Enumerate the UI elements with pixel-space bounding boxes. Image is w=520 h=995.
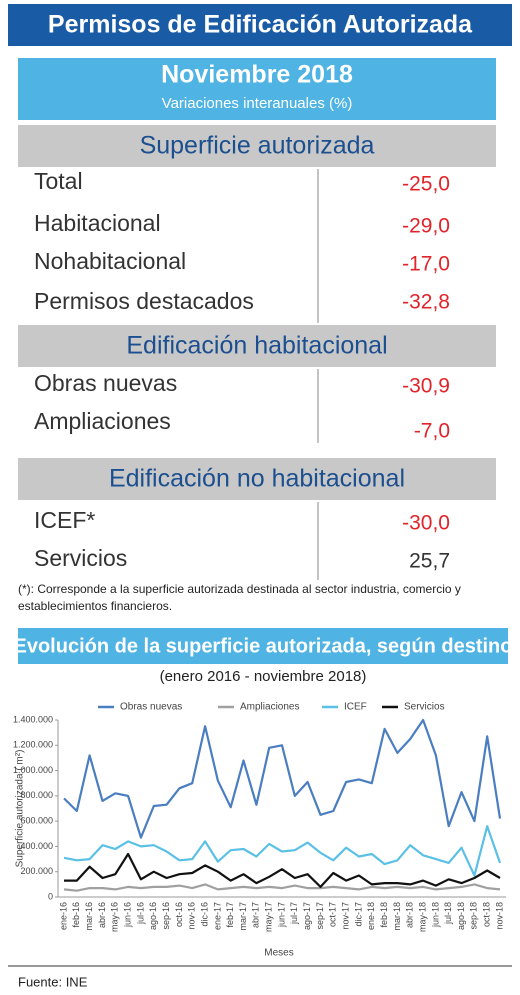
x-tick-label: jul-16: [135, 902, 145, 925]
legend-label: Ampliaciones: [240, 702, 299, 713]
section-header-bar: [18, 125, 496, 167]
x-tick-label: sep-17: [315, 902, 325, 930]
x-tick-label: nov-16: [187, 902, 197, 930]
row-value: -32,8: [402, 291, 450, 314]
x-tick-label: mar-16: [84, 902, 94, 931]
x-tick-label: may-18: [417, 902, 427, 932]
x-tick-label: feb-16: [71, 902, 81, 928]
x-tick-label: dic-17: [353, 902, 363, 927]
y-tick-label: 1.200.000: [13, 740, 53, 750]
section-title: Edificación habitacional: [126, 332, 387, 360]
y-tick-label: 1.400.000: [13, 714, 53, 724]
row-value: -30,9: [402, 375, 450, 398]
x-tick-label: ene-16: [58, 902, 68, 930]
x-tick-label: nov-18: [494, 902, 504, 930]
x-tick-label: may-16: [110, 902, 120, 932]
x-tick-label: mar-17: [238, 902, 248, 931]
y-tick-label: 200.000: [20, 866, 53, 876]
x-tick-label: abr-16: [97, 902, 107, 928]
row-value: -17,0: [402, 253, 450, 276]
chart-subtitle: (enero 2016 - noviembre 2018): [160, 668, 367, 685]
x-tick-label: abr-17: [251, 902, 261, 928]
x-tick-label: feb-17: [225, 902, 235, 928]
section-title: Edificación no habitacional: [109, 465, 405, 493]
x-tick-label: ago-18: [456, 902, 466, 930]
subtitle: Variaciones interanuales (%): [162, 95, 353, 112]
row-value: -25,0: [402, 173, 450, 196]
chart-title: Evolución de la superficie autorizada, s…: [14, 635, 513, 657]
period: Noviembre 2018: [161, 61, 353, 89]
row-label: Obras nuevas: [34, 370, 177, 396]
x-tick-label: abr-18: [405, 902, 415, 928]
x-tick-label: sep-16: [161, 902, 171, 930]
y-tick-label: 600.000: [20, 816, 53, 826]
x-axis-label: Meses: [264, 948, 293, 959]
x-tick-label: may-17: [264, 902, 274, 932]
chart-title-bar: [18, 628, 508, 664]
y-tick-label: 0: [48, 891, 53, 901]
row-label: ICEF*: [34, 507, 95, 533]
x-tick-label: oct-17: [328, 902, 338, 927]
x-tick-label: sep-18: [469, 902, 479, 930]
x-tick-label: ago-16: [148, 902, 158, 930]
period-bar: [18, 58, 496, 120]
legend-label: Servicios: [404, 702, 445, 713]
row-label: Permisos destacados: [34, 288, 254, 314]
row-value: -29,0: [402, 215, 450, 238]
row-label: Habitacional: [34, 210, 161, 236]
row-label: Ampliaciones: [34, 408, 171, 434]
x-tick-label: oct-16: [174, 902, 184, 927]
row-value: 25,7: [409, 550, 450, 573]
x-tick-label: dic-16: [199, 902, 209, 927]
x-tick-label: jun-17: [276, 902, 286, 928]
row-label: Total: [34, 168, 83, 194]
series-line: [63, 718, 502, 839]
footnote-line: establecimientos financieros.: [18, 599, 172, 613]
y-tick-label: 1.000.000: [13, 765, 53, 775]
series-line: [63, 883, 501, 892]
x-tick-label: mar-18: [392, 902, 402, 931]
series-line: [63, 825, 502, 877]
y-tick-label: 400.000: [20, 841, 53, 851]
section-header-bar: [18, 325, 496, 367]
series-line: [64, 852, 501, 889]
x-tick-label: jun-18: [430, 902, 440, 928]
legend-label: Obras nuevas: [120, 702, 182, 713]
row-label: Servicios: [34, 545, 127, 571]
x-tick-label: jul-18: [443, 902, 453, 925]
section-title: Superficie autorizada: [140, 132, 375, 160]
x-tick-label: feb-18: [379, 902, 389, 928]
x-tick-label: oct-18: [482, 902, 492, 927]
x-tick-label: ene-17: [212, 902, 222, 930]
row-label: Nohabitacional: [34, 248, 186, 274]
title: Permisos de Edificación Autorizada: [48, 11, 473, 39]
x-tick-label: jul-17: [289, 902, 299, 925]
legend-label: ICEF: [344, 702, 367, 713]
x-tick-label: ago-17: [302, 902, 312, 930]
title-bar: [8, 4, 512, 46]
row-value: -7,0: [414, 420, 450, 443]
section-header-bar: [18, 458, 496, 500]
x-tick-label: jun-16: [122, 902, 132, 928]
row-value: -30,0: [402, 512, 450, 535]
source: Fuente: INE: [18, 974, 88, 989]
footnote-line: (*): Corresponde a la superficie autoriz…: [18, 582, 461, 596]
y-tick-label: 800.000: [20, 790, 53, 800]
x-tick-label: nov-17: [340, 902, 350, 930]
y-axis-label: Superficie autorizada ( m²): [15, 750, 26, 868]
x-tick-label: ene-18: [366, 902, 376, 930]
